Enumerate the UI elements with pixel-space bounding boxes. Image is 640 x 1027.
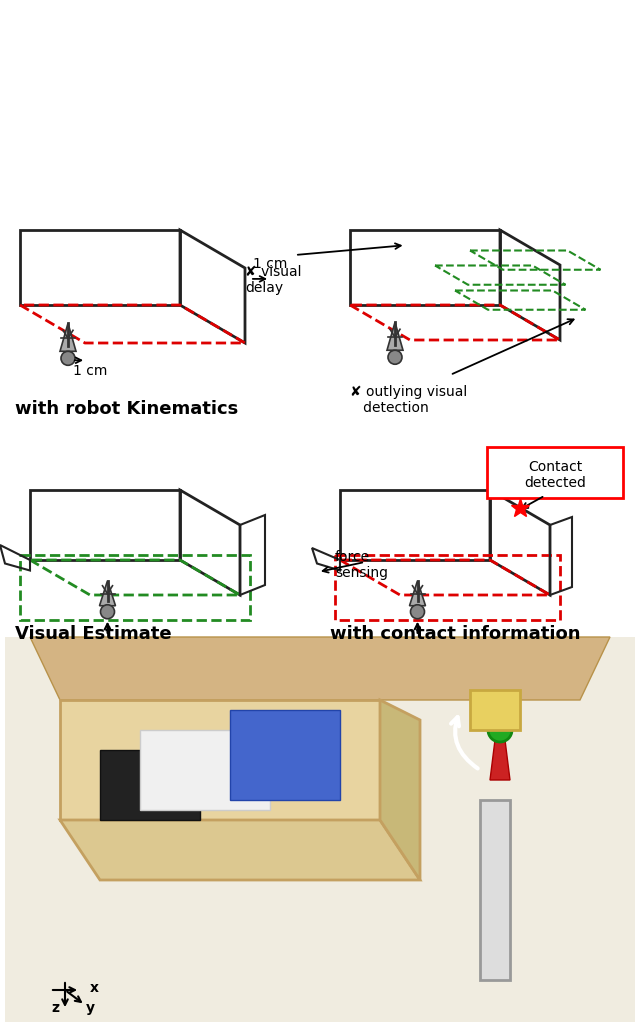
FancyBboxPatch shape [5, 637, 635, 1022]
Text: ✘ visual
delay: ✘ visual delay [245, 265, 301, 295]
FancyBboxPatch shape [487, 447, 623, 498]
Text: x: x [90, 981, 99, 995]
Circle shape [488, 718, 512, 741]
Polygon shape [230, 710, 340, 800]
Text: z: z [51, 1001, 59, 1015]
Text: y: y [86, 1001, 95, 1015]
Polygon shape [99, 580, 115, 606]
Polygon shape [380, 700, 420, 880]
Bar [20, 555, 250, 620]
Polygon shape [60, 324, 76, 351]
Text: Contact
detected: Contact detected [524, 460, 586, 490]
Circle shape [100, 605, 115, 618]
Polygon shape [60, 700, 380, 820]
Polygon shape [387, 322, 403, 350]
Text: Visual Estimate: Visual Estimate [15, 625, 172, 643]
Circle shape [410, 605, 424, 618]
Text: 1 cm: 1 cm [73, 365, 108, 378]
Text: ✘ outlying visual
   detection: ✘ outlying visual detection [350, 385, 467, 415]
Circle shape [388, 350, 402, 365]
Polygon shape [490, 740, 510, 779]
Text: force
sensing: force sensing [335, 549, 388, 580]
Text: 1 cm: 1 cm [253, 257, 287, 271]
Polygon shape [100, 750, 200, 820]
Text: with contact information: with contact information [330, 625, 580, 643]
FancyBboxPatch shape [480, 800, 510, 980]
Text: with robot Kinematics: with robot Kinematics [15, 400, 238, 418]
Polygon shape [470, 690, 520, 730]
Circle shape [61, 351, 75, 366]
FancyArrowPatch shape [451, 717, 477, 768]
Polygon shape [60, 820, 420, 880]
Polygon shape [410, 580, 426, 606]
Polygon shape [140, 730, 270, 810]
Polygon shape [30, 637, 610, 700]
Bar [335, 555, 560, 620]
